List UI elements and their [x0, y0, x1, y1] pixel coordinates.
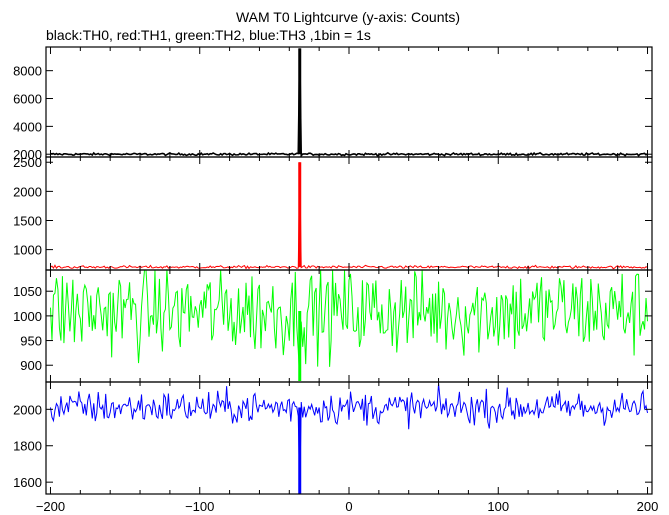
y-tick-label: 2500 [13, 155, 42, 170]
y-tick-label: 1050 [13, 284, 42, 299]
panel-th3: 1600 1800 2000 [13, 381, 653, 495]
y-tick-label: 4000 [13, 119, 42, 134]
series-line-th1 [50, 162, 648, 270]
series-line-th0 [50, 48, 648, 158]
panel-th1: 1000 1500 2000 2500 [13, 155, 653, 271]
y-tick-label: 2000 [13, 184, 42, 199]
y-tick-label: 2000 [13, 147, 42, 162]
y-tick-label: 6000 [13, 92, 42, 107]
chart-title: WAM T0 Lightcurve (y-axis: Counts) [236, 9, 460, 25]
panels: 2000400060008000100015002000250090095010… [13, 46, 653, 495]
x-tick-label: 100 [487, 499, 509, 514]
y-tick-label: 1600 [13, 475, 42, 490]
panel-th2: 900 950 1000 1050 [13, 269, 653, 383]
y-tick-label: 950 [20, 334, 42, 349]
chart-subtitle: black:TH0, red:TH1, green:TH2, blue:TH3 … [46, 27, 371, 43]
series-line-th2 [49, 269, 649, 382]
x-tick-label: −200 [36, 499, 65, 514]
x-tick-label: −100 [185, 499, 214, 514]
panel-frame [45, 381, 653, 495]
y-tick-label: 900 [20, 358, 42, 373]
panel-th0: 2000 4000 6000 8000 [13, 46, 653, 162]
y-tick-label: 1500 [13, 213, 42, 228]
panel-frame [45, 156, 653, 271]
x-tick-label: 0 [345, 499, 352, 514]
panel-frame [45, 46, 653, 158]
y-tick-label: 1000 [13, 243, 42, 258]
x-tick-label: 200 [637, 499, 659, 514]
y-tick-label: 2000 [13, 402, 42, 417]
series-line-th3 [49, 383, 649, 495]
x-axis-labels: −200 −100 0 100 200 [36, 499, 659, 514]
y-tick-label: 8000 [13, 64, 42, 79]
y-tick-label: 1000 [13, 309, 42, 324]
y-tick-label: 1800 [13, 439, 42, 454]
